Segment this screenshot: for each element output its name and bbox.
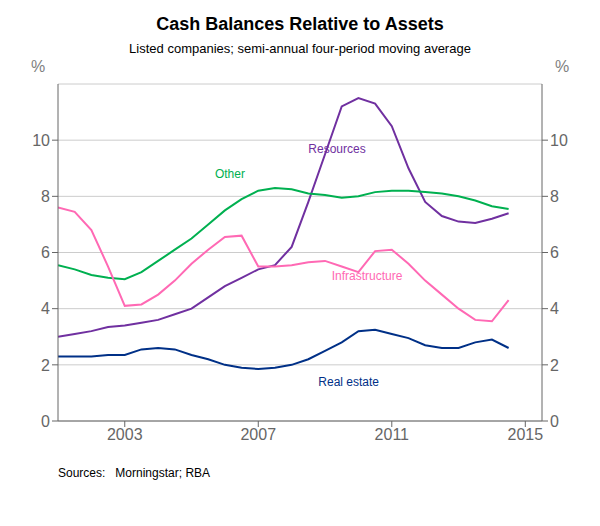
- svg-text:2007: 2007: [240, 426, 276, 443]
- svg-text:8: 8: [550, 188, 559, 205]
- svg-text:10: 10: [32, 132, 50, 149]
- svg-text:Other: Other: [215, 167, 245, 181]
- svg-text:Real estate: Real estate: [318, 375, 379, 389]
- svg-text:2011: 2011: [375, 426, 410, 443]
- svg-text:4: 4: [41, 300, 50, 317]
- svg-text:10: 10: [550, 132, 568, 149]
- svg-text:Infrastructure: Infrastructure: [332, 269, 403, 283]
- svg-text:Resources: Resources: [308, 142, 365, 156]
- svg-text:8: 8: [41, 188, 50, 205]
- svg-text:2015: 2015: [508, 426, 544, 443]
- svg-text:4: 4: [550, 300, 559, 317]
- svg-text:2: 2: [41, 357, 50, 374]
- html-text:Listed companies; semi-annual: Listed companies; semi-annual four-perio…: [129, 41, 471, 56]
- svg-text:%: %: [555, 58, 569, 75]
- svg-text:6: 6: [550, 244, 559, 261]
- svg-text:0: 0: [41, 413, 50, 430]
- svg-text:0: 0: [550, 413, 559, 430]
- svg-text:6: 6: [41, 244, 50, 261]
- html-text:Cash Balances Relative to Asse: Cash Balances Relative to Assets: [156, 14, 444, 34]
- html-text:Sources: Morningstar; RBA: Sources: Morningstar; RBA: [58, 466, 211, 480]
- svg-text:2: 2: [550, 357, 559, 374]
- svg-text:%: %: [31, 58, 45, 75]
- svg-text:2003: 2003: [107, 426, 143, 443]
